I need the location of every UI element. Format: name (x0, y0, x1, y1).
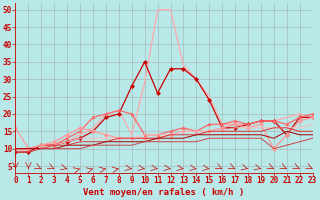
X-axis label: Vent moyen/en rafales ( km/h ): Vent moyen/en rafales ( km/h ) (84, 188, 245, 197)
